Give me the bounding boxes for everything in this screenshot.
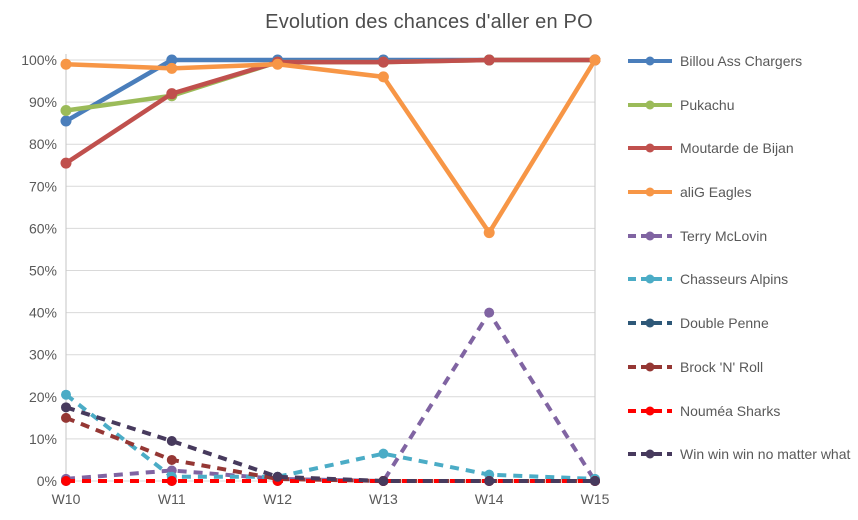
y-tick-label: 30% [29, 347, 57, 363]
data-point-win-win-win-no-matter-what-w15 [590, 476, 600, 486]
data-point-win-win-win-no-matter-what-w11 [166, 436, 177, 447]
y-tick-label: 70% [29, 178, 57, 194]
legend-item-terry-mclovin[interactable]: Terry McLovin [627, 227, 855, 271]
data-point-alig-eagles-w13 [377, 71, 389, 83]
x-tick-label: W15 [581, 491, 610, 507]
legend-item-alig-eagles[interactable]: aliG Eagles [627, 183, 855, 227]
x-tick-label: W11 [158, 491, 186, 507]
legend-item-label: Nouméa Sharks [680, 402, 781, 419]
legend-swatch-icon [628, 231, 672, 241]
x-tick-label: W14 [475, 491, 504, 507]
data-point-terry-mclovin-w14 [484, 307, 495, 318]
series-line-moutarde-de-bijan [64, 57, 595, 166]
data-point-billou-ass-chargers-w10 [60, 115, 72, 127]
data-point-moutarde-de-bijan-w10 [60, 157, 72, 169]
legend-item-win-win-win-no-matter-what[interactable]: Win win win no matter what [627, 445, 855, 489]
legend-swatch-icon [628, 274, 672, 284]
y-tick-label: 60% [29, 220, 57, 236]
data-point-pukachu-w10 [60, 105, 72, 117]
legend-item-label: Billou Ass Chargers [680, 53, 803, 69]
y-tick-label: 100% [21, 52, 57, 68]
chart-title: Evolution des chances d'aller en PO [265, 11, 593, 33]
legend-item-moutarde-de-bijan[interactable]: Moutarde de Bijan [627, 139, 855, 183]
y-tick-label: 40% [29, 305, 57, 321]
legend-item-chasseurs-alpins[interactable]: Chasseurs Alpins [627, 270, 855, 314]
legend-item-label: aliG Eagles [680, 184, 752, 201]
y-tick-label: 50% [29, 263, 57, 279]
legend-item-label: Double Penne [680, 315, 769, 332]
legend-swatch-icon [628, 406, 672, 415]
legend-swatch-icon [628, 362, 672, 372]
series-line-alig-eagles [65, 58, 597, 235]
legend-item-label: Chasseurs Alpins [680, 271, 789, 288]
data-point-alig-eagles-w12 [272, 58, 284, 70]
legend-item-brock-n-roll[interactable]: Brock 'N' Roll [627, 358, 855, 402]
data-point-alig-eagles-w11 [166, 62, 178, 74]
legend-item-label: Pukachu [680, 96, 735, 113]
data-point-moutarde-de-bijan-w14 [483, 54, 495, 66]
series-line-win-win-win-no-matter-what [65, 405, 595, 483]
data-point-chasseurs-alpins-w10 [61, 389, 71, 400]
legend-swatch-icon [628, 56, 672, 66]
y-tick-label: 10% [29, 431, 57, 447]
data-point-win-win-win-no-matter-what-w10 [61, 402, 71, 413]
legend-swatch-icon [628, 449, 672, 459]
data-point-win-win-win-no-matter-what-w14 [484, 476, 495, 486]
data-point-brock-n-roll-w11 [166, 454, 177, 465]
data-point-win-win-win-no-matter-what-w13 [378, 476, 389, 486]
legend-item-billou-ass-chargers[interactable]: Billou Ass Chargers [627, 52, 855, 96]
legend-swatch-icon [628, 318, 672, 328]
series-line-chasseurs-alpins [64, 393, 596, 481]
series-line-brock-n-roll [65, 415, 595, 483]
data-point-chasseurs-alpins-w13 [378, 448, 389, 459]
legend-swatch-icon [628, 100, 672, 110]
data-point-moutarde-de-bijan-w11 [166, 88, 178, 100]
data-point-alig-eagles-w10 [60, 58, 72, 70]
legend-item-label: Moutarde de Bijan [680, 140, 794, 157]
legend-item-label: Brock 'N' Roll [680, 358, 764, 375]
legend-swatch-icon [628, 143, 672, 153]
legend: Billou Ass Chargers Pukachu Moutarde de Bi… [627, 52, 855, 489]
data-point-alig-eagles-w14 [483, 227, 495, 239]
legend-item-double-penne[interactable]: Double Penne [627, 314, 855, 358]
data-point-noumea-sharks-w10 [61, 476, 71, 486]
series-line-terry-mclovin [65, 310, 597, 483]
y-tick-label: 80% [29, 136, 57, 152]
data-point-win-win-win-no-matter-what-w12 [272, 471, 283, 482]
y-tick-label: 0% [37, 473, 57, 489]
legend-item-label: Win win win no matter what [680, 446, 851, 463]
x-tick-label: W13 [369, 491, 398, 507]
legend-item-label: Terry McLovin [680, 227, 768, 244]
data-point-billou-ass-chargers-w11 [166, 54, 178, 66]
data-point-moutarde-de-bijan-w13 [377, 56, 389, 68]
x-tick-label: W12 [263, 491, 292, 507]
legend-item-pukachu[interactable]: Pukachu [627, 96, 855, 140]
legend-swatch-icon [628, 187, 672, 197]
data-point-alig-eagles-w15 [589, 54, 601, 66]
data-point-noumea-sharks-w11 [166, 476, 177, 486]
data-point-brock-n-roll-w10 [61, 412, 71, 423]
legend-item-noumea-sharks[interactable]: Nouméa Sharks [627, 402, 855, 446]
x-tick-label: W10 [52, 491, 81, 507]
y-tick-label: 90% [29, 94, 57, 110]
y-tick-label: 20% [29, 389, 57, 405]
